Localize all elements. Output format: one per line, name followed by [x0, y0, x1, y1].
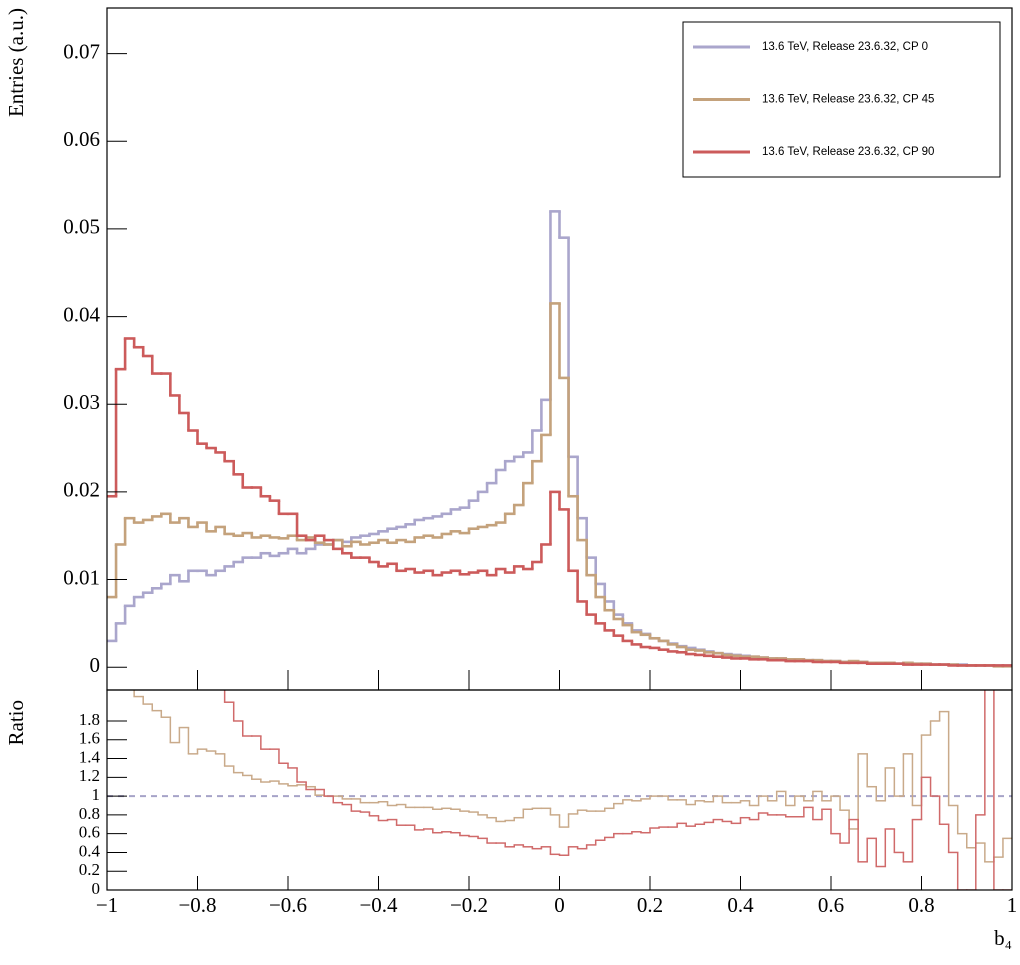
ratio-axis-label: Ratio	[4, 700, 28, 746]
x-tick-label: −0.4	[359, 893, 398, 917]
legend: 13.6 TeV, Release 23.6.32, CP 0 13.6 TeV,…	[682, 21, 1001, 178]
legend-label: 13.6 TeV, Release 23.6.32, CP 90	[762, 146, 934, 158]
x-axis-label: b₄	[994, 926, 1012, 950]
axes: 00.010.020.030.040.050.060.0700.20.40.60…	[63, 39, 1017, 917]
ratio-frame	[106, 689, 1013, 891]
y-tick-label: 0.05	[63, 215, 100, 239]
x-tick-label: 0.2	[637, 893, 663, 917]
y-tick-label: 0.2	[79, 860, 100, 879]
legend-label: 13.6 TeV, Release 23.6.32, CP 45	[762, 94, 934, 106]
y-tick-label: 0.8	[79, 804, 100, 823]
y-tick-label: 0.6	[79, 823, 100, 842]
x-tick-label: 0.6	[818, 893, 844, 917]
y-tick-label: 0.4	[79, 841, 101, 860]
y-tick-label: 0	[92, 879, 101, 898]
y-tick-label: 1.2	[79, 766, 100, 785]
x-tick-label: 0	[554, 893, 565, 917]
x-tick-label: −0.8	[178, 893, 216, 917]
x-tick-label: 1	[1007, 893, 1018, 917]
y-tick-label: 0.07	[63, 39, 100, 63]
x-tick-label: −0.6	[269, 893, 307, 917]
y-tick-label: 0.03	[63, 390, 100, 414]
x-tick-label: 0.4	[727, 893, 754, 917]
x-tick-label: 0.8	[908, 893, 934, 917]
legend-label: 13.6 TeV, Release 23.6.32, CP 0	[762, 41, 928, 53]
y-tick-label: 0.04	[63, 302, 100, 326]
y-tick-label: 1.6	[79, 729, 100, 748]
y-tick-label: 0.02	[63, 478, 100, 502]
main-plot	[107, 210, 1012, 668]
y-tick-label: 1.8	[79, 710, 100, 729]
y-tick-label: 1	[92, 785, 101, 804]
y-axis-label: Entries (a.u.)	[4, 8, 28, 117]
y-tick-label: 1.4	[79, 747, 101, 766]
x-tick-label: −1	[96, 893, 118, 917]
ratio-plot	[107, 690, 1012, 890]
y-tick-label: 0.01	[63, 565, 100, 589]
y-tick-label: 0	[90, 653, 101, 677]
x-tick-label: −0.2	[450, 893, 488, 917]
y-tick-label: 0.06	[63, 127, 100, 151]
